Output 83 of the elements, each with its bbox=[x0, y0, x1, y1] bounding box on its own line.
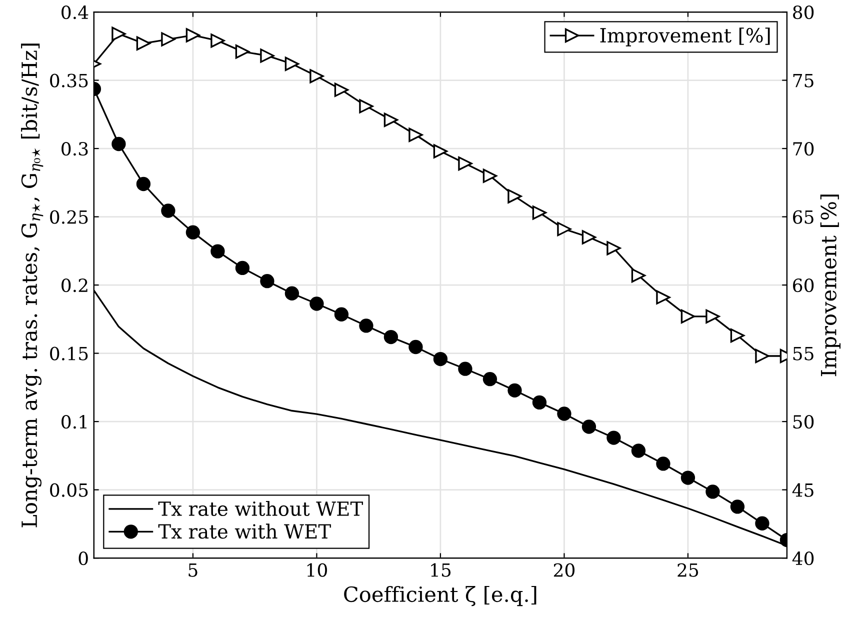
point bbox=[235, 260, 250, 276]
point bbox=[408, 340, 423, 354]
point bbox=[458, 362, 472, 376]
point bbox=[557, 222, 572, 236]
point bbox=[680, 470, 696, 485]
y2-tick-label: 65 bbox=[793, 210, 814, 224]
point bbox=[631, 444, 646, 458]
point bbox=[557, 406, 572, 421]
point bbox=[136, 36, 151, 50]
point bbox=[482, 168, 498, 183]
x-tick-label: 15 bbox=[431, 563, 451, 577]
x-tick-label: 10 bbox=[307, 563, 327, 577]
point bbox=[755, 516, 770, 530]
point bbox=[656, 456, 670, 471]
point bbox=[458, 156, 472, 171]
point bbox=[186, 225, 200, 240]
point bbox=[310, 69, 324, 84]
legend-label: Tx rate with WET bbox=[158, 524, 331, 539]
point bbox=[284, 56, 300, 71]
point bbox=[631, 268, 646, 283]
point bbox=[136, 176, 151, 192]
y2-tick-label: 75 bbox=[793, 74, 814, 88]
point bbox=[260, 274, 274, 288]
point bbox=[112, 26, 126, 41]
y2-tick-label: 45 bbox=[792, 483, 814, 497]
y-axis-title: Long-term avg. tras. rates, G$_{η⋆}$, G$_{η₀⋆}$ [bit/s/Hz] bbox=[21, 44, 44, 528]
x-tick-label: 25 bbox=[678, 563, 698, 577]
legend-label: Tx rate without WET bbox=[158, 500, 363, 516]
point bbox=[656, 290, 670, 304]
point bbox=[582, 420, 596, 434]
point bbox=[359, 318, 374, 333]
point bbox=[334, 82, 349, 97]
point bbox=[310, 296, 324, 311]
point bbox=[508, 189, 522, 204]
y-tick-label: 0.2 bbox=[62, 278, 88, 292]
point bbox=[408, 128, 423, 142]
point bbox=[210, 34, 225, 48]
point bbox=[433, 144, 448, 158]
point bbox=[582, 230, 596, 244]
y-tick-label: 0.25 bbox=[50, 210, 88, 224]
point bbox=[384, 112, 398, 127]
point bbox=[482, 372, 498, 386]
legend-label: Improvement [%] bbox=[600, 28, 770, 46]
point bbox=[112, 136, 126, 152]
point bbox=[706, 309, 720, 324]
point bbox=[606, 430, 621, 445]
point bbox=[730, 328, 745, 343]
y-tick-label: 0 bbox=[78, 552, 88, 566]
y2-tick-label: 50 bbox=[793, 415, 814, 429]
point bbox=[260, 48, 274, 63]
point bbox=[210, 244, 225, 258]
point bbox=[680, 309, 696, 324]
point bbox=[508, 383, 522, 398]
point bbox=[384, 330, 398, 344]
point bbox=[186, 28, 200, 42]
point bbox=[706, 484, 720, 499]
y-tick-label: 0.1 bbox=[62, 415, 87, 429]
point bbox=[532, 206, 547, 220]
x-axis-title: Coefficient ζ [e.q.] bbox=[344, 586, 536, 606]
y2-tick-label: 40 bbox=[792, 552, 814, 566]
y-tick-label: 0.3 bbox=[62, 142, 88, 156]
y2-tick-label: 60 bbox=[793, 278, 814, 292]
point bbox=[433, 352, 448, 366]
y-tick-label: 0.35 bbox=[50, 74, 88, 88]
point bbox=[284, 286, 300, 300]
point bbox=[161, 32, 176, 46]
point bbox=[235, 44, 250, 59]
point bbox=[334, 307, 349, 322]
y2-axis-title: Improvement [%] bbox=[820, 194, 841, 376]
x-tick-label: 5 bbox=[188, 563, 198, 577]
point bbox=[532, 395, 547, 410]
x-tick-label: 20 bbox=[554, 563, 574, 577]
y-tick-label: 0.4 bbox=[62, 5, 88, 20]
point bbox=[606, 241, 621, 256]
point bbox=[359, 99, 374, 114]
point bbox=[755, 348, 770, 364]
y-tick-label: 0.15 bbox=[50, 346, 88, 360]
y2-tick-label: 80 bbox=[793, 5, 814, 20]
point bbox=[161, 204, 176, 218]
y2-tick-label: 55 bbox=[793, 346, 814, 360]
point bbox=[730, 500, 745, 514]
y-tick-label: 0.05 bbox=[50, 483, 88, 497]
y2-tick-label: 70 bbox=[793, 142, 814, 156]
